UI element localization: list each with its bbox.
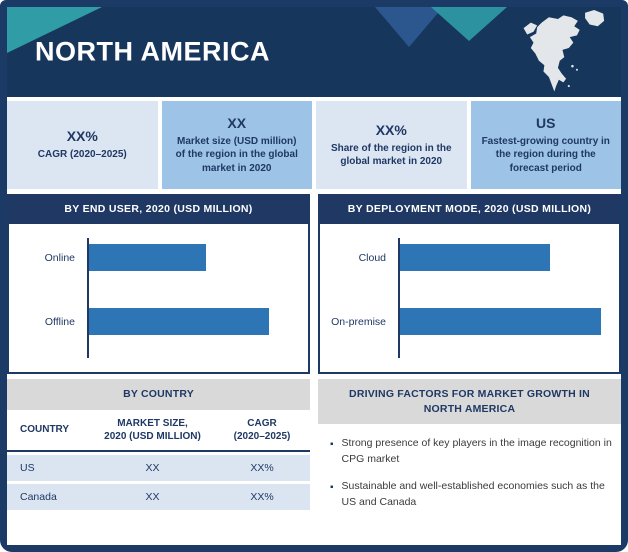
chart-row: On-premise	[320, 308, 605, 335]
column-header-country: COUNTRY	[7, 423, 91, 437]
square-bullet-icon: ▪	[330, 439, 334, 451]
driving-factors-list: ▪ Strong presence of key players in the …	[330, 436, 613, 521]
cell-cagr: XX%	[250, 461, 274, 474]
deployment-mode-bar-chart: Cloud On-premise	[318, 224, 621, 374]
stat-card-share: XX% Share of the region in the global ma…	[316, 101, 467, 189]
bar-track	[398, 308, 605, 335]
list-item: ▪ Sustainable and well-established econo…	[330, 479, 613, 511]
bar-offline	[89, 308, 270, 335]
north-america-map-icon	[523, 10, 605, 92]
column-header-market-size: MARKET SIZE, 2020 (USD MILLION)	[91, 417, 214, 444]
end-user-bar-chart: Online Offline	[7, 224, 310, 374]
stats-row: XX% CAGR (2020–2025) XX Market size (USD…	[7, 97, 621, 194]
driving-factors-panel: DRIVING FACTORS FOR MARKET GROWTH IN NOR…	[318, 379, 621, 545]
category-label-online: Online	[44, 251, 75, 264]
by-country-header: BY COUNTRY	[7, 379, 310, 410]
cell-market-size: XX	[145, 461, 160, 474]
column-header-cagr: CAGR (2020–2025)	[214, 417, 310, 444]
stat-card-fastest-country: US Fastest-growing country in the region…	[470, 101, 621, 189]
column-header-line: 2020 (USD MILLION)	[104, 431, 201, 443]
country-table: COUNTRY MARKET SIZE, 2020 (USD MILLION) …	[7, 410, 310, 510]
bar-track	[87, 244, 294, 271]
header-banner: NORTH AMERICA	[7, 7, 621, 97]
teal-corner-triangle	[7, 7, 102, 53]
driving-factors-header: DRIVING FACTORS FOR MARKET GROWTH IN NOR…	[318, 379, 621, 425]
stat-value: XX	[227, 114, 247, 131]
bar-cloud	[400, 244, 550, 271]
list-item: ▪ Strong presence of key players in the …	[330, 436, 613, 468]
y-axis-line	[87, 238, 89, 358]
panels-grid: BY END USER, 2020 (USD MILLION) Online O…	[7, 194, 621, 545]
cell-market-size: XX	[145, 490, 160, 503]
table-row: US XX XX%	[7, 454, 310, 481]
teal-facet-triangle	[431, 7, 507, 41]
table-header-row: COUNTRY MARKET SIZE, 2020 (USD MILLION) …	[7, 410, 310, 452]
stat-card-market-size: XX Market size (USD million) of the regi…	[161, 101, 312, 189]
deployment-mode-column: BY DEPLOYMENT MODE, 2020 (USD MILLION) C…	[318, 194, 621, 545]
cell-cagr: XX%	[250, 490, 274, 503]
stat-value: XX%	[66, 128, 98, 145]
stat-label: Market size (USD million) of the region …	[175, 135, 298, 174]
bar-on-premise	[400, 308, 601, 335]
column-header-line: CAGR	[247, 417, 277, 429]
chart-row: Cloud	[320, 244, 605, 271]
stat-label: Fastest-growing country in the region du…	[481, 135, 610, 174]
stat-card-cagr: XX% CAGR (2020–2025)	[7, 101, 158, 189]
stat-label: CAGR (2020–2025)	[37, 149, 127, 161]
section-header-deployment-mode: BY DEPLOYMENT MODE, 2020 (USD MILLION)	[318, 194, 621, 224]
column-header-line: (2020–2025)	[233, 431, 291, 443]
category-label-on-premise: On-premise	[331, 315, 386, 328]
column-header-line: MARKET SIZE,	[117, 417, 188, 429]
bar-online	[89, 244, 206, 271]
square-bullet-icon: ▪	[330, 481, 334, 493]
table-row: Canada XX XX%	[7, 483, 310, 510]
bar-track	[398, 244, 605, 271]
factor-text: Sustainable and well-established economi…	[341, 479, 605, 508]
category-label-offline: Offline	[44, 315, 75, 328]
by-country-panel: BY COUNTRY COUNTRY MARKET SIZE, 2020 (US…	[7, 379, 310, 545]
bar-track	[87, 308, 294, 335]
stat-value: XX%	[375, 121, 407, 138]
stat-value: US	[536, 114, 556, 131]
factor-text: Strong presence of key players in the im…	[341, 437, 612, 466]
cell-country: US	[20, 461, 35, 474]
chart-row: Offline	[9, 308, 294, 335]
y-axis-line	[398, 238, 400, 358]
chart-row: Online	[9, 244, 294, 271]
stat-label: Share of the region in the global market…	[330, 142, 452, 168]
end-user-column: BY END USER, 2020 (USD MILLION) Online O…	[7, 194, 310, 545]
category-label-cloud: Cloud	[358, 251, 386, 264]
section-header-end-user: BY END USER, 2020 (USD MILLION)	[7, 194, 310, 224]
page-title: NORTH AMERICA	[35, 36, 270, 67]
cell-country: Canada	[20, 490, 57, 503]
column-header-line: COUNTRY	[20, 424, 70, 436]
